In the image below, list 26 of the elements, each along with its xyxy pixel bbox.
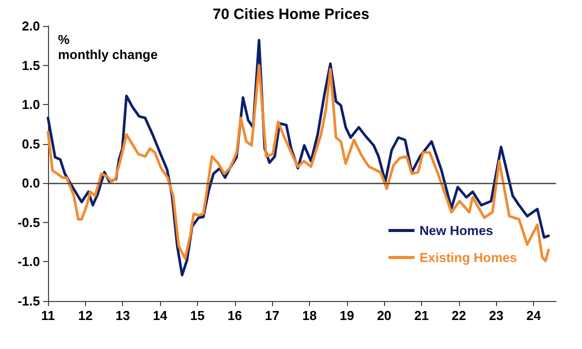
x-tick-label: 24 [526,308,542,323]
y-tick-label: 0.0 [22,176,40,191]
x-tick-label: 20 [376,308,392,323]
x-tick-label: 19 [340,308,354,323]
x-tick-label: 22 [452,308,466,323]
chart-title: 70 Cities Home Prices [212,6,370,23]
legend-label: New Homes [419,223,494,238]
x-tick-label: 14 [152,308,168,323]
x-tick-label: 17 [264,308,280,323]
y-tick-label: 1.5 [22,58,40,73]
x-tick-label: 11 [41,308,55,323]
x-tick-label: 13 [115,308,130,323]
y-tick-label: -1.5 [18,294,40,308]
x-tick-label: 15 [190,308,205,323]
y-tick-label: -0.5 [18,214,40,230]
x-tick-label: 18 [302,308,317,323]
y-tick-label: 1.0 [22,97,40,112]
x-tick-label: 12 [78,308,93,323]
y-tick-label: 2.0 [22,18,40,34]
y-axis-title: % monthly change [58,32,158,62]
x-tick-label: 21 [414,308,429,323]
legend-label: Existing Homes [419,250,518,265]
x-tick-label: 23 [489,308,504,323]
x-tick-label: 16 [228,308,242,323]
y-tick-label: -1.0 [18,254,40,270]
y-tick-label: 0.5 [22,136,40,152]
